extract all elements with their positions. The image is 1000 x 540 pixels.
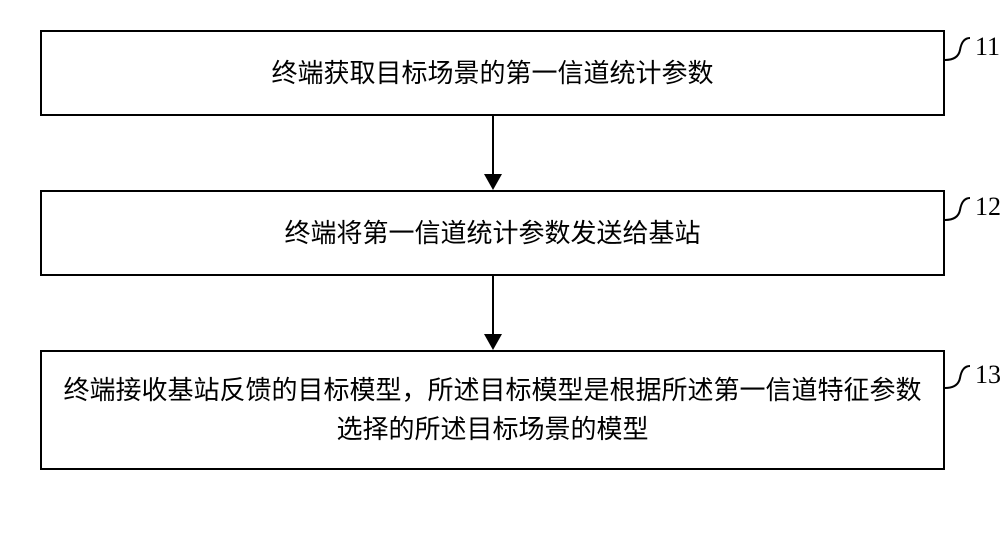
step-3-label: 13 bbox=[975, 360, 1000, 390]
flowchart-container: 终端获取目标场景的第一信道统计参数 11 终端将第一信道统计参数发送给基站 12… bbox=[40, 30, 945, 470]
step-2-container: 终端将第一信道统计参数发送给基站 12 bbox=[40, 190, 945, 276]
step-2-label: 12 bbox=[975, 192, 1000, 222]
step-1-box: 终端获取目标场景的第一信道统计参数 bbox=[40, 30, 945, 116]
step-3-text: 终端接收基站反馈的目标模型，所述目标模型是根据所述第一信道特征参数选择的所述目标… bbox=[62, 371, 923, 449]
step-1-container: 终端获取目标场景的第一信道统计参数 11 bbox=[40, 30, 945, 116]
arrow-head-icon bbox=[484, 334, 502, 350]
arrow-head-icon bbox=[484, 174, 502, 190]
step-2-text: 终端将第一信道统计参数发送给基站 bbox=[284, 214, 700, 253]
arrow-2 bbox=[492, 276, 494, 350]
step-1-label: 11 bbox=[975, 32, 1000, 62]
step-3-box: 终端接收基站反馈的目标模型，所述目标模型是根据所述第一信道特征参数选择的所述目标… bbox=[40, 350, 945, 470]
step-1-text: 终端获取目标场景的第一信道统计参数 bbox=[271, 54, 713, 93]
step-2-box: 终端将第一信道统计参数发送给基站 bbox=[40, 190, 945, 276]
arrow-1 bbox=[492, 116, 494, 190]
step-3-container: 终端接收基站反馈的目标模型，所述目标模型是根据所述第一信道特征参数选择的所述目标… bbox=[40, 350, 945, 470]
